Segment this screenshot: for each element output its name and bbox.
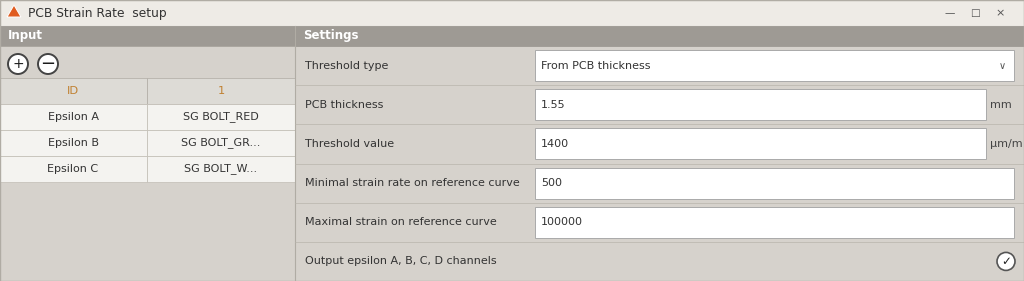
Bar — [147, 78, 295, 104]
Bar — [0, 104, 147, 130]
Bar — [535, 50, 1014, 81]
Text: PCB Strain Rate  setup: PCB Strain Rate setup — [28, 6, 167, 19]
Text: ✓: ✓ — [1001, 255, 1011, 268]
Text: 1400: 1400 — [541, 139, 569, 149]
Bar — [147, 156, 295, 182]
Bar — [535, 89, 986, 120]
Bar — [147, 104, 295, 130]
Text: □: □ — [970, 8, 980, 18]
Bar — [0, 156, 147, 182]
Text: ∨: ∨ — [998, 61, 1006, 71]
Circle shape — [997, 252, 1015, 270]
Bar — [0, 78, 147, 104]
Text: —: — — [945, 8, 955, 18]
Text: Settings: Settings — [303, 30, 358, 42]
Text: Epsilon B: Epsilon B — [47, 138, 98, 148]
Bar — [147, 130, 295, 156]
Bar — [535, 167, 1014, 199]
Circle shape — [8, 54, 28, 74]
Bar — [0, 130, 147, 156]
Bar — [0, 0, 1024, 26]
Text: SG BOLT_RED: SG BOLT_RED — [183, 112, 259, 123]
Text: Output epsilon A, B, C, D channels: Output epsilon A, B, C, D channels — [305, 257, 497, 266]
Bar — [535, 207, 1014, 238]
Text: −: − — [40, 55, 55, 73]
Text: SG BOLT_W...: SG BOLT_W... — [184, 164, 258, 175]
Text: Epsilon C: Epsilon C — [47, 164, 98, 174]
Bar — [0, 26, 295, 46]
Text: Epsilon A: Epsilon A — [47, 112, 98, 122]
Text: 1.55: 1.55 — [541, 100, 565, 110]
Bar — [535, 128, 986, 160]
Text: Maximal strain on reference curve: Maximal strain on reference curve — [305, 217, 497, 227]
Text: Threshold value: Threshold value — [305, 139, 394, 149]
Text: mm: mm — [990, 100, 1012, 110]
Text: 100000: 100000 — [541, 217, 583, 227]
Text: Minimal strain rate on reference curve: Minimal strain rate on reference curve — [305, 178, 520, 188]
Text: 500: 500 — [541, 178, 562, 188]
Text: Input: Input — [8, 30, 43, 42]
Text: Threshold type: Threshold type — [305, 61, 388, 71]
Circle shape — [38, 54, 58, 74]
Text: +: + — [12, 57, 24, 71]
Text: SG BOLT_GR...: SG BOLT_GR... — [181, 137, 261, 148]
Text: ID: ID — [67, 86, 79, 96]
Polygon shape — [7, 5, 20, 17]
Text: 1: 1 — [217, 86, 224, 96]
Text: μm/m: μm/m — [990, 139, 1023, 149]
Text: ×: × — [995, 8, 1005, 18]
Text: From PCB thickness: From PCB thickness — [541, 61, 650, 71]
Bar — [295, 26, 1024, 46]
Text: PCB thickness: PCB thickness — [305, 100, 383, 110]
